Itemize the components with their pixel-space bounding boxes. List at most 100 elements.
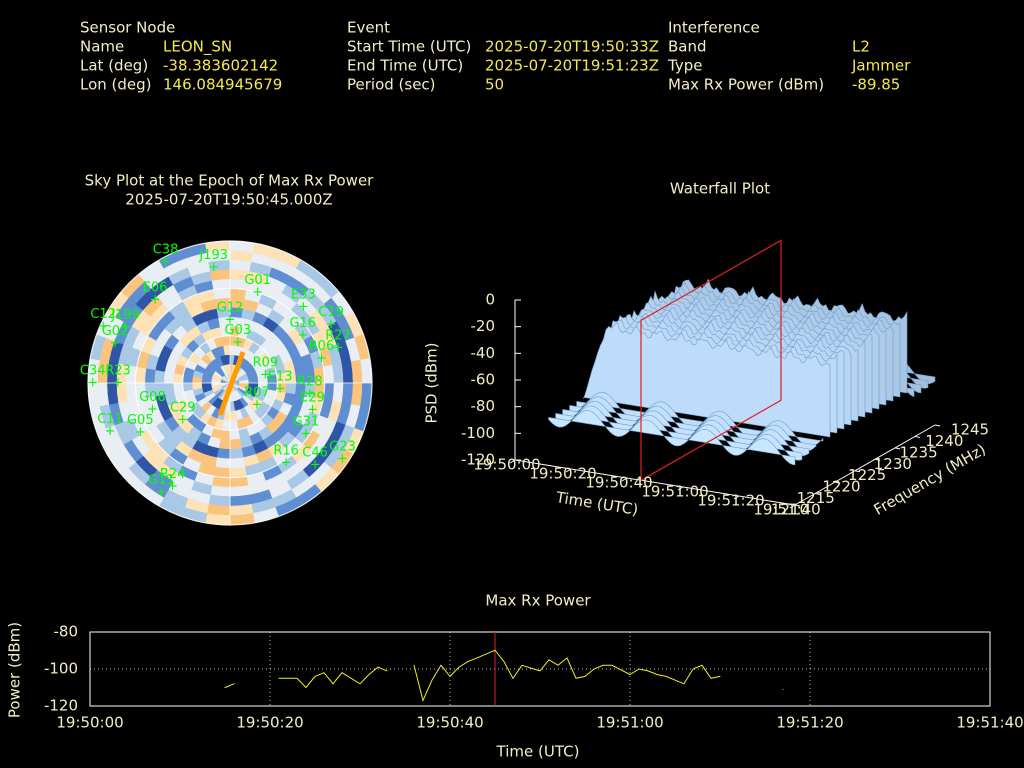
waterfall-plot: Waterfall Plot19:50:0019:50:2019:50:4019… (423, 180, 990, 519)
field-value: L2 (852, 38, 870, 56)
satellite-marker: + (333, 340, 344, 355)
satellite-marker: + (326, 317, 337, 332)
satellite-marker: + (260, 367, 271, 382)
z-tick-label: -20 (471, 317, 496, 335)
satellite-marker: + (307, 402, 318, 417)
satellite-label: G05 (127, 413, 154, 428)
satellite-label: G03 (225, 323, 252, 338)
sky-cell (229, 457, 246, 469)
x-tick-label: 19:51:00 (596, 714, 663, 732)
satellite-marker: + (150, 292, 161, 307)
time-axis (514, 459, 796, 506)
y-tick-label: 1220 (822, 478, 860, 496)
satellite-label: R06 (309, 339, 335, 354)
satellite-label: R28 (297, 375, 323, 390)
satellite-label: C34 (80, 364, 106, 379)
tick-mark (733, 495, 740, 500)
y-tick-label: 1230 (874, 455, 912, 473)
jammer-bearing (217, 351, 246, 416)
x-tick-label: 19:50:00 (56, 714, 123, 732)
satellite-label: C19 (318, 305, 344, 320)
satellite-label: R23 (105, 364, 131, 379)
x-tick-label: 19:51:20 (697, 492, 764, 510)
satellite-label: R16 (273, 444, 299, 459)
epoch-plane (640, 239, 782, 482)
sky-cell (229, 438, 242, 450)
sky-cell (229, 429, 241, 441)
power-line (224, 649, 784, 703)
sky-cell (332, 363, 344, 384)
surface-strip (548, 410, 796, 466)
sky-cell (285, 382, 297, 395)
satellite-label: G01 (244, 273, 271, 288)
field-label: Lon (deg) (80, 76, 152, 94)
z-axis-label: PSD (dBm) (423, 342, 441, 423)
sky-cell (229, 420, 239, 431)
y-tick-label: 1215 (797, 489, 835, 507)
x-tick-label: 19:50:20 (529, 465, 596, 483)
field-label: Max Rx Power (dBm) (668, 76, 824, 94)
x-tick-label: 19:51:40 (956, 714, 1023, 732)
y-tick-label: -80 (54, 623, 79, 641)
satellite-label: C46 (302, 446, 328, 461)
satellite-label: E29 (300, 390, 325, 405)
satellite-label: C12 (90, 307, 116, 322)
chart-title: Waterfall Plot (670, 180, 770, 198)
satellite-label: R27 (325, 328, 351, 343)
tick-mark (854, 470, 861, 473)
satellite-label: G23 (329, 439, 356, 454)
sky-plot: Sky Plot at the Epoch of Max Rx Power202… (80, 172, 374, 526)
sky-cell (216, 448, 231, 459)
satellite-marker: + (300, 427, 311, 442)
field-value: 50 (485, 76, 504, 94)
sky-cell (341, 382, 354, 405)
y-tick-label: 1225 (848, 466, 886, 484)
field-label: Type (667, 57, 702, 75)
sky-cell (182, 382, 193, 392)
y-tick-label: 1210 (771, 501, 809, 519)
satellite-label: R09 (253, 355, 279, 370)
satellite-label: C11 (97, 412, 123, 427)
satellite-marker: + (297, 328, 308, 343)
field-label: End Time (UTC) (347, 57, 463, 75)
y-axis-label: Power (dBm) (6, 622, 24, 718)
sky-cell (350, 382, 363, 407)
x-axis-label: Time (UTC) (496, 743, 580, 761)
y-tick-label: -120 (44, 697, 78, 715)
satellite-label: G11 (148, 473, 175, 488)
satellite-marker: + (113, 376, 124, 391)
tick-mark (509, 459, 516, 464)
section-title: Event (347, 19, 390, 37)
satellite-label: J193 (198, 248, 228, 263)
satellite-marker: + (304, 387, 315, 402)
satellite-label: E13 (268, 370, 293, 385)
field-value: -38.383602142 (163, 57, 278, 75)
satellite-label: C29 (170, 400, 196, 415)
satellite-label: G31 (293, 415, 320, 430)
satellite-marker: + (232, 335, 243, 350)
chart-subtitle: 2025-07-20T19:50:45.000Z (125, 191, 332, 209)
sky-cell (229, 250, 254, 263)
frequency-axis (794, 424, 936, 506)
tick-mark (677, 486, 684, 491)
sky-cell (214, 457, 231, 469)
satellite-marker: + (156, 485, 167, 500)
field-label: Name (80, 38, 124, 56)
field-label: Start Time (UTC) (347, 38, 471, 56)
sky-cell (208, 494, 231, 507)
tick-mark (894, 447, 901, 450)
satellite-marker: + (105, 424, 116, 439)
z-tick-label: -120 (461, 451, 495, 469)
surface-strip (569, 396, 817, 452)
field-value: Jammer (851, 57, 911, 75)
y-tick-label: -100 (44, 660, 78, 678)
satellite-marker: + (310, 458, 321, 473)
sky-cell (154, 369, 165, 384)
y-tick-label: 1245 (951, 421, 989, 439)
satellite-label: R07 (244, 385, 270, 400)
sky-cell (218, 438, 231, 450)
satellite-marker: + (316, 351, 327, 366)
